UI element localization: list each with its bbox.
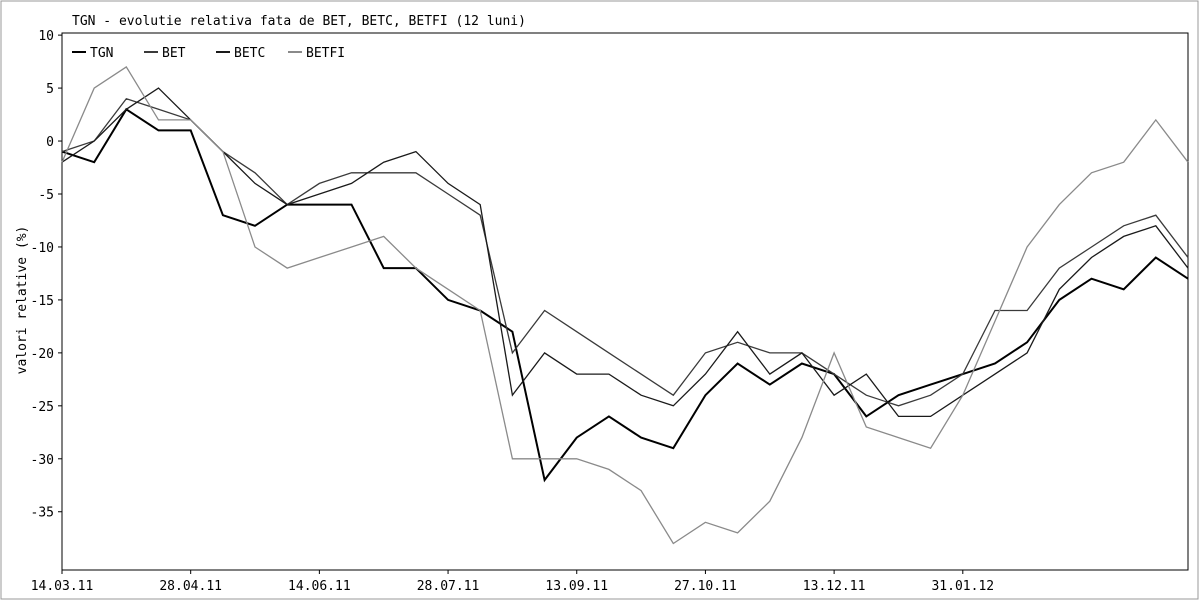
x-tick-label: 13.12.11 — [803, 579, 866, 594]
chart-title: TGN - evolutie relativa fata de BET, BET… — [72, 14, 526, 29]
y-tick-label: -35 — [31, 506, 54, 521]
y-tick-label: -10 — [31, 241, 54, 256]
legend-label: TGN — [90, 46, 113, 61]
x-tick-label: 28.04.11 — [159, 579, 222, 594]
y-axis-label: valori relative (%) — [15, 226, 30, 375]
x-tick-label: 27.10.11 — [674, 579, 737, 594]
y-tick-label: 10 — [38, 29, 54, 44]
plot-frame — [61, 32, 1189, 571]
x-tick-label: 28.07.11 — [417, 579, 480, 594]
series-line — [61, 87, 1189, 418]
x-tick-label: 13.09.11 — [545, 579, 608, 594]
y-tick-label: -25 — [31, 400, 54, 415]
y-tick-label: 0 — [46, 135, 54, 150]
y-tick-label: 5 — [46, 82, 54, 97]
y-tick-label: -5 — [38, 188, 54, 203]
legend-label: BETFI — [306, 46, 345, 61]
legend-label: BET — [162, 46, 186, 61]
series-line — [61, 65, 1189, 545]
y-tick-label: -30 — [31, 453, 54, 468]
y-tick-label: -15 — [31, 294, 54, 309]
series-line — [61, 107, 1189, 483]
y-tick-label: -20 — [31, 347, 54, 362]
series-line — [61, 97, 1189, 407]
x-tick-label: 31.01.12 — [931, 579, 994, 594]
x-tick-label: 14.06.11 — [288, 579, 351, 594]
legend-label: BETC — [234, 46, 265, 61]
x-tick-label: 14.03.11 — [31, 579, 94, 594]
